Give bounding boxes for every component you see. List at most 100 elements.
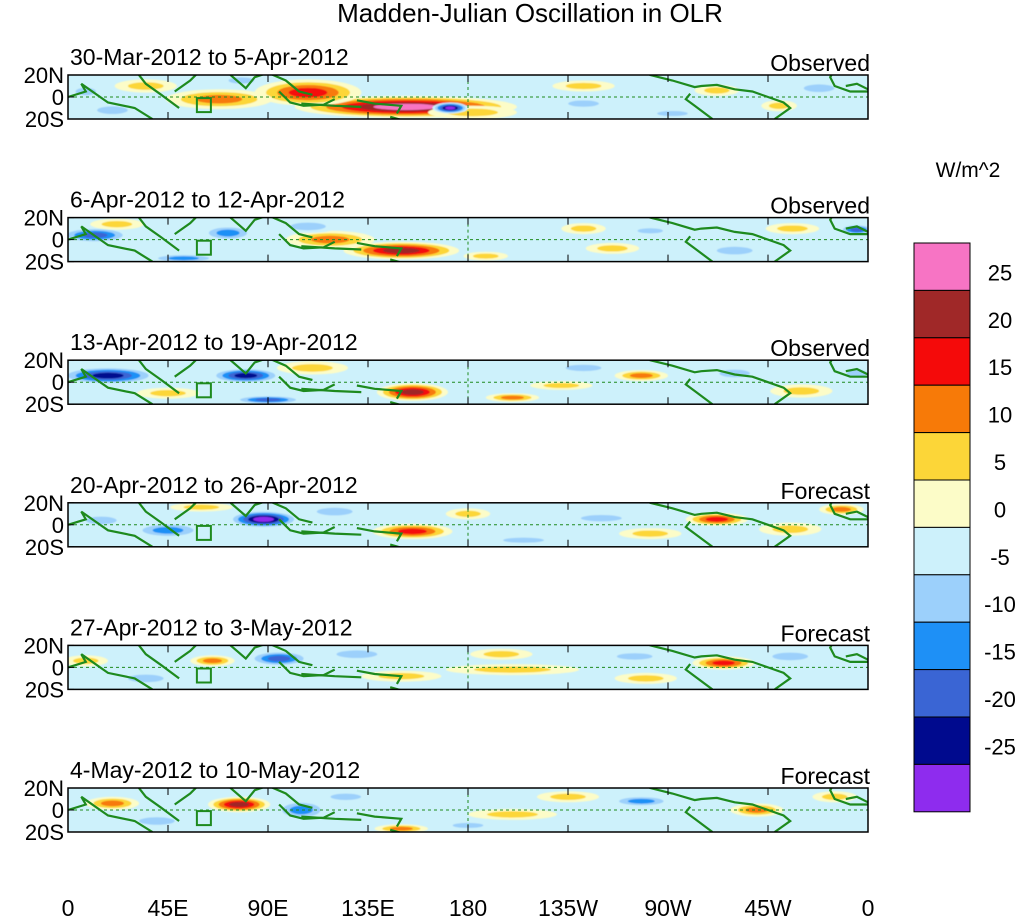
- anomaly-core: [142, 677, 150, 680]
- lat-tick-label: 0: [52, 228, 64, 253]
- coastline: [648, 360, 793, 405]
- panel-period: 4-May-2012 to 10-May-2012: [70, 757, 360, 783]
- coastline: [137, 360, 180, 395]
- coastline: [648, 502, 793, 547]
- anomaly-core: [467, 111, 478, 114]
- region-box: [195, 239, 212, 256]
- coastline: [174, 75, 313, 96]
- anomaly-core: [854, 372, 860, 375]
- panel-period: 27-Apr-2012 to 3-May-2012: [70, 614, 353, 640]
- coastline: [301, 387, 362, 394]
- coastline: [845, 653, 868, 661]
- coastline: [301, 672, 362, 679]
- lon-tick-label: 0: [862, 895, 875, 920]
- coastline: [278, 90, 336, 107]
- colorbar-swatch: [913, 384, 971, 434]
- colorbar-swatch: [913, 526, 971, 576]
- coastline: [389, 828, 403, 832]
- anomaly-core: [580, 102, 587, 105]
- anomaly-core: [669, 112, 676, 115]
- anomaly-core: [483, 255, 489, 257]
- anomaly-core: [815, 87, 823, 89]
- coastline: [174, 645, 313, 667]
- lat-tick-label: 20S: [25, 392, 64, 417]
- panel-status: Observed: [770, 50, 870, 76]
- anomaly-core: [647, 230, 653, 232]
- coastline: [68, 225, 153, 262]
- anomaly-core: [212, 98, 226, 101]
- colorbar-swatch: [913, 289, 971, 339]
- anomaly-core: [224, 232, 232, 234]
- anomaly-core: [507, 813, 518, 816]
- panel-status: Observed: [770, 335, 870, 361]
- chart-title: Madden-Julian Oscillation in OLR: [337, 0, 723, 28]
- coastline: [828, 788, 868, 806]
- coastline: [68, 510, 153, 547]
- coastlines: [68, 502, 868, 547]
- coastlines: [68, 217, 868, 262]
- coastline: [648, 217, 793, 262]
- anomaly-core: [646, 532, 654, 535]
- region-box: [195, 524, 212, 541]
- anomaly-core: [275, 657, 283, 660]
- colorbar-tick-label: -15: [984, 640, 1016, 665]
- anomaly-core: [637, 800, 646, 802]
- colorbar-legend: W/m^2 25 20 15 10 5 0 -5 -10 -15 -20 -25: [913, 159, 1016, 813]
- colorbar-units-label: W/m^2: [936, 159, 1001, 182]
- coastline: [137, 502, 180, 537]
- lon-tick-label: 0: [62, 895, 75, 920]
- anomaly-core: [98, 519, 105, 522]
- anomaly-core: [259, 518, 268, 521]
- panel-period: 30-Mar-2012 to 5-Apr-2012: [70, 44, 349, 70]
- lat-tick-label: 0: [52, 85, 64, 110]
- lat-tick-label: 20N: [24, 633, 64, 658]
- anomaly-core: [719, 662, 728, 664]
- colorbar-swatch: [913, 574, 971, 623]
- colorbar-swatch: [913, 763, 971, 813]
- coastline: [137, 645, 180, 680]
- anomaly-core: [342, 796, 349, 798]
- coastline: [301, 102, 362, 108]
- anomaly-core: [786, 655, 794, 658]
- anomaly-core: [776, 105, 782, 107]
- lat-tick-label: 0: [52, 513, 64, 538]
- anomaly-core: [241, 374, 251, 377]
- coastline: [845, 82, 868, 91]
- coastline: [278, 233, 336, 250]
- anomaly-core: [448, 107, 453, 109]
- coastline: [648, 75, 793, 119]
- region-box: [195, 667, 212, 684]
- region-box: [195, 810, 212, 827]
- anomaly-core: [153, 820, 161, 822]
- anomaly-core: [730, 249, 739, 252]
- colorbar-tick-label: -5: [990, 545, 1010, 570]
- coastline: [301, 530, 362, 536]
- anomaly-core: [304, 225, 312, 228]
- colorbar-swatch: [913, 621, 971, 671]
- coastline: [137, 788, 180, 822]
- coastline: [356, 669, 404, 685]
- lat-tick-label: 20S: [25, 250, 64, 275]
- anomaly-core: [509, 397, 516, 399]
- coastline: [828, 360, 868, 378]
- lat-tick-label: 20S: [25, 677, 64, 702]
- coastlines: [68, 645, 868, 690]
- anomaly-core: [630, 655, 639, 658]
- lat-tick-label: 20N: [24, 491, 64, 516]
- anomaly-core: [580, 227, 587, 230]
- coastlines: [68, 75, 868, 119]
- colorbar-tick-label: 20: [988, 308, 1012, 333]
- longitude-axis: 0 45E 90E 135E 180 135W 90W 45W 0: [62, 895, 875, 920]
- anomaly-core: [352, 653, 362, 655]
- coastline: [828, 75, 868, 93]
- anomaly-core: [113, 223, 121, 225]
- lon-tick-label: 135E: [341, 895, 395, 920]
- panel-status: Forecast: [781, 620, 871, 646]
- lat-tick-label: 20N: [24, 63, 64, 88]
- colorbar-swatch: [913, 669, 971, 718]
- coastline: [356, 241, 404, 257]
